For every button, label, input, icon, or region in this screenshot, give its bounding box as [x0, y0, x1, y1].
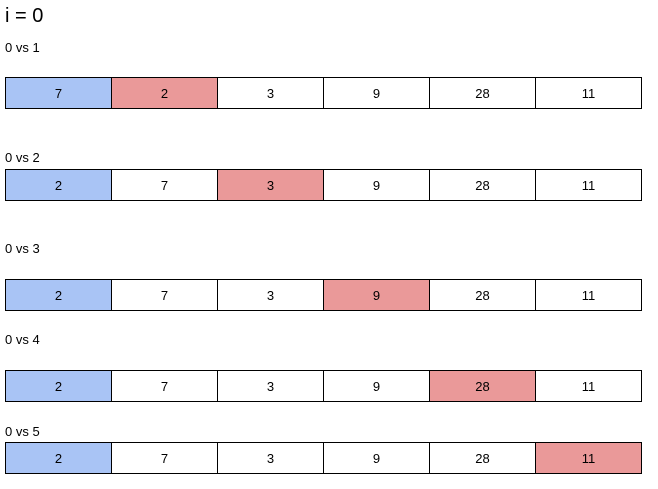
array-cell: 9: [323, 77, 430, 109]
array-cell: 11: [535, 77, 642, 109]
array-cell-compared: 3: [217, 169, 324, 201]
array-row: 2 7 3 9 28 11: [5, 442, 647, 474]
array-cell: 3: [217, 77, 324, 109]
step-label: 0 vs 2: [5, 150, 40, 165]
step-label: 0 vs 3: [5, 241, 40, 256]
array-cell-compared: 28: [429, 370, 536, 402]
array-cell-fixed: 2: [5, 370, 112, 402]
array-cell: 28: [429, 169, 536, 201]
array-cell: 7: [111, 279, 218, 311]
array-cell-compared: 11: [535, 442, 642, 474]
array-cell: 7: [111, 370, 218, 402]
array-cell: 9: [323, 169, 430, 201]
step-label: 0 vs 1: [5, 40, 40, 55]
array-cell: 9: [323, 370, 430, 402]
array-cell: 3: [217, 370, 324, 402]
array-cell: 11: [535, 370, 642, 402]
array-row: 7 2 3 9 28 11: [5, 77, 647, 109]
array-cell: 28: [429, 442, 536, 474]
array-cell: 7: [111, 442, 218, 474]
array-cell: 28: [429, 77, 536, 109]
array-cell: 7: [111, 169, 218, 201]
array-cell: 11: [535, 279, 642, 311]
array-cell: 3: [217, 279, 324, 311]
array-cell: 11: [535, 169, 642, 201]
array-cell: 9: [323, 442, 430, 474]
array-cell: 3: [217, 442, 324, 474]
array-row: 2 7 3 9 28 11: [5, 370, 647, 402]
array-cell: 28: [429, 279, 536, 311]
array-cell-compared: 2: [111, 77, 218, 109]
array-row: 2 7 3 9 28 11: [5, 169, 647, 201]
array-cell-fixed: 2: [5, 169, 112, 201]
step-label: 0 vs 4: [5, 332, 40, 347]
array-row: 2 7 3 9 28 11: [5, 279, 647, 311]
array-cell-fixed: 2: [5, 279, 112, 311]
step-label: 0 vs 5: [5, 424, 40, 439]
array-cell-fixed: 2: [5, 442, 112, 474]
array-cell-compared: 9: [323, 279, 430, 311]
array-cell-fixed: 7: [5, 77, 112, 109]
page-title: i = 0: [5, 5, 44, 27]
